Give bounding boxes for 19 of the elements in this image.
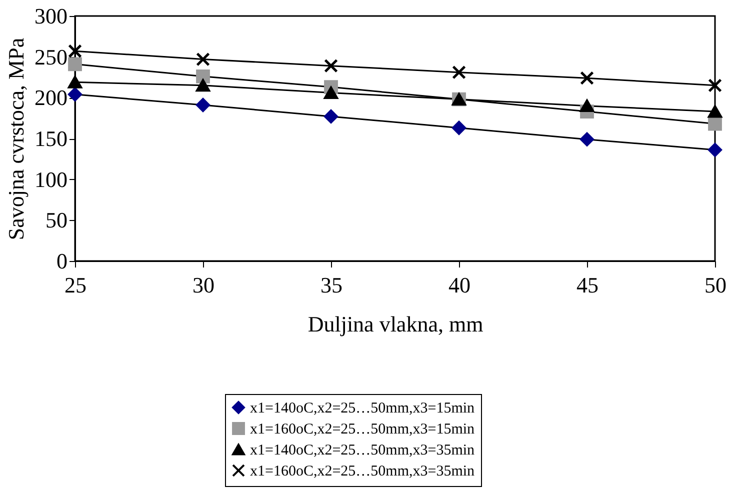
x-axis-title: Duljina vlakna, mm <box>308 312 484 336</box>
legend-label: x1=160oC,x2=25…50mm,x3=35min <box>250 464 476 480</box>
y-tick-label: 150 <box>34 126 68 151</box>
y-tick-label: 250 <box>34 44 68 70</box>
x-tick-label: 45 <box>576 272 598 298</box>
x-tick-label: 30 <box>192 272 214 298</box>
y-tick-label: 300 <box>34 4 68 28</box>
y-axis-title: Savojna cvrstoca, MPa <box>4 38 28 240</box>
legend-label: x1=140oC,x2=25…50mm,x3=35min <box>250 442 476 458</box>
y-tick-label: 0 <box>56 248 68 274</box>
y-tick-label: 200 <box>34 85 68 110</box>
x-tick-label: 50 <box>704 272 726 298</box>
legend-label: x1=140oC,x2=25…50mm,x3=15min <box>250 400 476 416</box>
legend-label: x1=160oC,x2=25…50mm,x3=15min <box>250 422 476 438</box>
y-tick-label: 100 <box>34 166 68 192</box>
x-tick-label: 25 <box>64 272 86 298</box>
y-tick-label: 50 <box>46 208 68 233</box>
x-tick-label: 35 <box>320 272 342 298</box>
x-tick-label: 40 <box>448 272 470 298</box>
